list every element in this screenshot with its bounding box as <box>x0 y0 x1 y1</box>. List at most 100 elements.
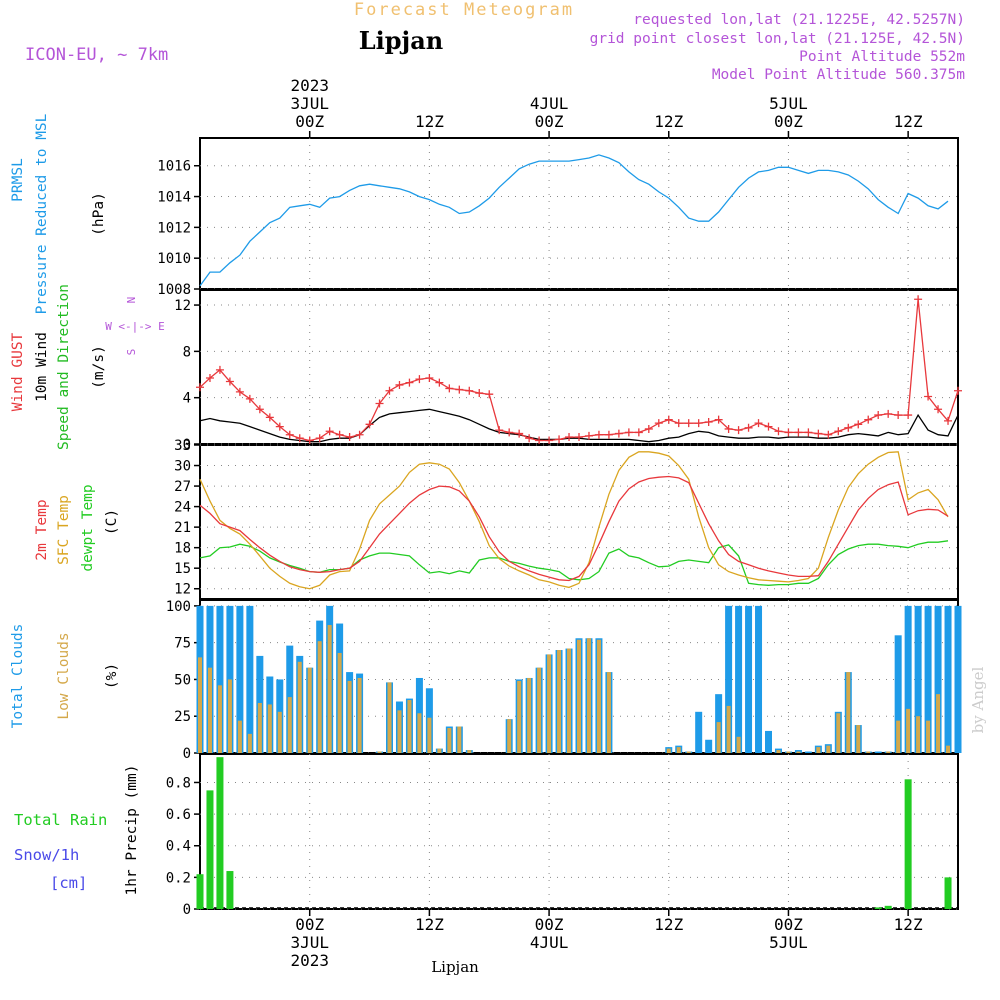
gust-marker <box>884 409 893 418</box>
low-cloud-bar <box>507 719 512 753</box>
panel-frame-1 <box>199 137 959 290</box>
low-cloud-bar <box>527 677 532 753</box>
low-cloud-bar <box>926 720 931 753</box>
gust-marker <box>196 383 204 392</box>
rain-bar <box>216 757 224 909</box>
gust-marker <box>804 428 813 437</box>
low-cloud-bar <box>846 672 851 753</box>
gust-marker <box>385 386 394 395</box>
rain-bar <box>226 871 234 909</box>
total-cloud-bar <box>904 605 912 753</box>
compass-north-label: N <box>125 297 138 304</box>
y-tick-label: 0.8 <box>166 775 191 791</box>
total-cloud-bar <box>954 605 962 753</box>
rain-bar <box>904 779 912 909</box>
low-cloud-bar <box>517 680 522 753</box>
gust-marker <box>445 384 454 393</box>
gust-marker <box>954 386 962 395</box>
low-cloud-bar <box>796 751 801 753</box>
gust-marker <box>455 385 464 394</box>
low-cloud-bar <box>676 747 681 753</box>
model-name: ICON-EU, ~ 7km <box>25 45 168 65</box>
low-cloud-bar <box>557 650 562 753</box>
low-cloud-bar <box>567 648 572 753</box>
low-cloud-bar <box>936 694 941 753</box>
low-cloud-bar <box>946 745 951 753</box>
y-tick-label: 0.4 <box>166 839 191 855</box>
y-tick-label: 15 <box>174 561 191 577</box>
cloud-unit-label: (%) <box>104 663 120 689</box>
low-clouds-label: Low Clouds <box>56 632 72 719</box>
dewpoint-label: dewpt Temp <box>80 484 96 571</box>
wind-gust-label: Wind GUST <box>10 332 26 411</box>
gust-marker <box>834 427 843 436</box>
low-cloud-bar <box>467 750 472 753</box>
gust-marker <box>594 430 603 439</box>
gust-marker <box>235 387 244 396</box>
gust-marker <box>584 431 593 440</box>
y-tick-label: 33 <box>174 438 191 454</box>
y-tick-label: 0 <box>183 902 191 918</box>
sfc-temp-label: SFC Temp <box>56 495 72 565</box>
low-cloud-bar <box>916 716 921 753</box>
low-cloud-bar <box>836 713 841 753</box>
low-cloud-bar <box>586 638 591 753</box>
total-cloud-bar <box>236 605 244 753</box>
top-time-label: 3JUL <box>290 94 329 113</box>
top-time-label: 5JUL <box>769 94 808 113</box>
y-tick-label: 8 <box>183 344 191 360</box>
total-cloud-bar <box>944 605 952 753</box>
low-cloud-bar <box>297 661 302 753</box>
gust-marker <box>565 433 574 442</box>
gust-marker <box>784 428 793 437</box>
gust-marker <box>375 399 384 408</box>
y-tick-label: 25 <box>174 709 191 725</box>
temp-2m-label: 2m Temp <box>34 499 50 560</box>
snow-unit-label: [cm] <box>50 874 87 892</box>
total-cloud-bar <box>745 605 753 753</box>
y-tick-label: 1008 <box>157 282 191 298</box>
gust-marker <box>325 427 334 436</box>
low-cloud-bar <box>277 711 282 753</box>
y-tick-label: 1016 <box>157 159 191 175</box>
low-cloud-bar <box>866 751 871 753</box>
y-tick-label: 27 <box>174 479 191 495</box>
gust-marker <box>555 435 564 444</box>
gust-marker <box>824 430 833 439</box>
gust-marker <box>744 423 753 432</box>
gust-marker <box>405 378 414 387</box>
y-tick-label: 50 <box>174 672 191 688</box>
low-cloud-bar <box>217 685 222 753</box>
gust-marker <box>485 390 494 399</box>
low-cloud-bar <box>427 717 432 753</box>
gust-marker <box>425 374 434 382</box>
wind-10m-label: 10m Wind <box>34 332 50 402</box>
gust-marker <box>265 413 274 422</box>
gust-marker <box>654 419 663 428</box>
low-cloud-bar <box>577 639 581 753</box>
gust-marker <box>634 428 643 437</box>
total-cloud-bar <box>894 635 902 753</box>
total-clouds-label: Total Clouds <box>10 624 26 729</box>
total-cloud-bar <box>804 751 812 753</box>
gust-marker <box>255 405 264 414</box>
gust-marker <box>934 405 943 414</box>
low-cloud-bar <box>906 708 911 753</box>
gust-marker <box>435 378 444 387</box>
low-cloud-bar <box>198 657 202 753</box>
gust-marker <box>505 428 514 437</box>
gust-marker <box>764 422 773 431</box>
low-cloud-bar <box>596 639 601 753</box>
low-cloud-bar <box>547 654 552 753</box>
point-altitude: Point Altitude 552m <box>799 49 965 65</box>
compass-south-label: S <box>125 349 138 356</box>
low-cloud-bar <box>447 727 452 753</box>
gust-marker <box>724 424 733 433</box>
model-point-altitude: Model Point Altitude 560.375m <box>712 67 965 83</box>
low-cloud-bar <box>816 747 821 753</box>
gust-marker <box>245 394 254 403</box>
low-cloud-bar <box>856 725 861 753</box>
rain-bar <box>884 905 892 909</box>
low-cloud-bar <box>327 625 332 753</box>
